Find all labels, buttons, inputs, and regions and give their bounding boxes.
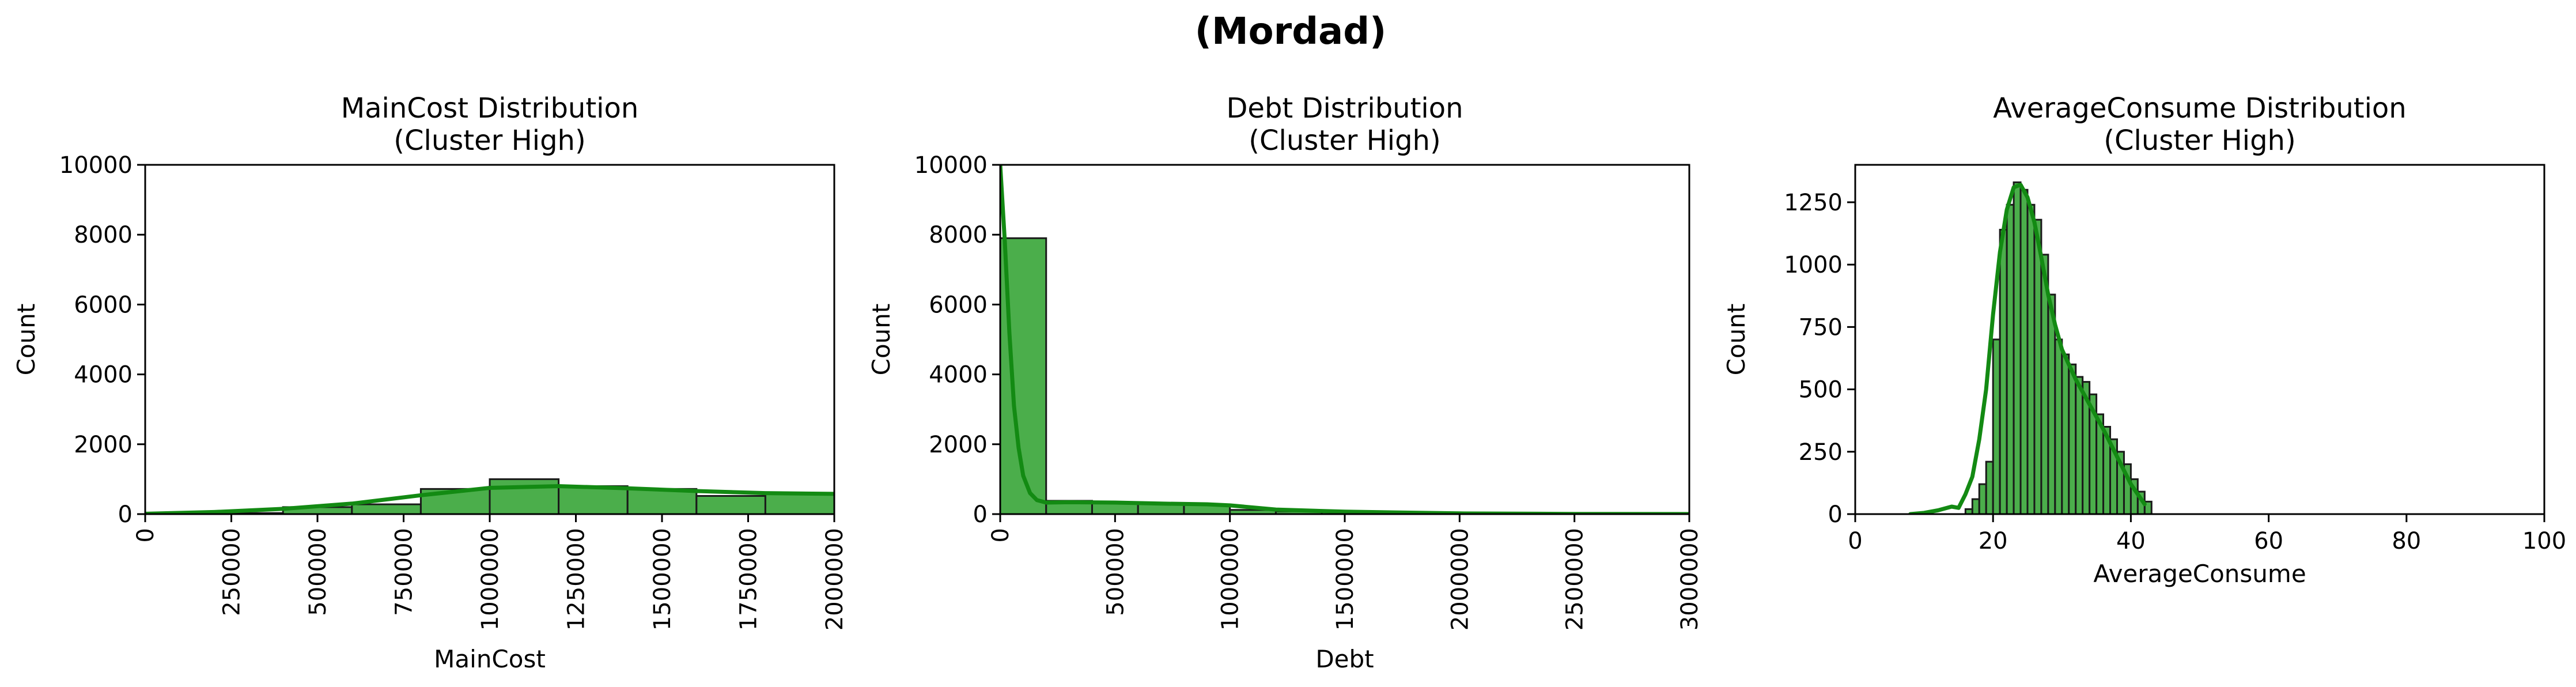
subplot-1: 0 250000 500000 750000 1000000 1250000 1500000… bbox=[12, 92, 848, 673]
x-axis-label: Debt bbox=[1315, 645, 1374, 673]
y-tick-label: 1000 bbox=[1784, 252, 1843, 278]
x-tick-label: 2500000 bbox=[1562, 528, 1588, 631]
histogram-bar bbox=[1999, 229, 2008, 514]
y-tick-label: 0 bbox=[1828, 501, 1843, 528]
kde-line bbox=[1908, 183, 2147, 514]
histogram-bar bbox=[2026, 203, 2036, 514]
x-tick-label: 60 bbox=[2254, 528, 2283, 554]
subplot-3: 0 20 40 60 80 100025050075010001250AverageCon… bbox=[1722, 92, 2566, 588]
histogram-bar bbox=[1971, 498, 1980, 514]
histogram-bar bbox=[626, 488, 698, 514]
subplots: 0 250000 500000 750000 1000000 1250000 1500000… bbox=[12, 92, 2566, 673]
histogram-bar bbox=[1978, 483, 1987, 514]
subplot-title-line: MainCost Distribution bbox=[341, 92, 639, 124]
x-tick-label: 500000 bbox=[305, 528, 331, 616]
y-tick-label: 0 bbox=[118, 501, 133, 528]
x-axis-label: MainCost bbox=[434, 645, 546, 673]
histogram-bar bbox=[2019, 188, 2029, 514]
subplot-2: 0 500000 1000000 1500000 2000000 2500000 30000… bbox=[867, 92, 1703, 673]
x-tick-label: 1250000 bbox=[563, 528, 590, 631]
subplot-title-line: AverageConsume Distribution bbox=[1993, 92, 2406, 124]
y-tick-label: 10000 bbox=[59, 152, 133, 179]
y-tick-label: 2000 bbox=[929, 432, 988, 458]
y-tick-label: 500 bbox=[1799, 377, 1843, 403]
subplot-title-line: (Cluster High) bbox=[1249, 124, 1440, 157]
x-axis-label: AverageConsume bbox=[2093, 560, 2306, 588]
histogram-bar bbox=[1992, 338, 2001, 514]
y-tick-label: 8000 bbox=[929, 222, 988, 248]
y-tick-label: 4000 bbox=[929, 362, 988, 388]
plot-area bbox=[1908, 181, 2153, 514]
x-tick-label: 2000000 bbox=[1447, 528, 1473, 631]
x-tick-label: 250000 bbox=[219, 528, 245, 616]
y-tick-label: 10000 bbox=[914, 152, 988, 179]
x-tick-label: 100 bbox=[2522, 528, 2566, 554]
y-tick-label: 8000 bbox=[74, 222, 133, 248]
histogram-bar bbox=[2068, 363, 2077, 514]
histogram-bar bbox=[695, 495, 766, 514]
x-tick-label: 500000 bbox=[1102, 528, 1129, 616]
subplot-title: MainCost Distribution (Cluster High) bbox=[341, 92, 639, 157]
y-tick-label: 250 bbox=[1799, 439, 1843, 466]
plot-area bbox=[145, 478, 834, 514]
y-tick-label: 6000 bbox=[74, 292, 133, 318]
y-axis-label: Count bbox=[1722, 304, 1750, 376]
y-tick-label: 4000 bbox=[74, 362, 133, 388]
histogram-bar bbox=[2006, 203, 2015, 514]
x-tick-label: 1500000 bbox=[1332, 528, 1359, 631]
subplot-title-line: (Cluster High) bbox=[2104, 124, 2295, 157]
subplot-title: Debt Distribution (Cluster High) bbox=[1226, 92, 1463, 157]
x-tick-label: 80 bbox=[2392, 528, 2421, 554]
x-tick-label: 750000 bbox=[391, 528, 418, 616]
y-axis-label: Count bbox=[12, 304, 40, 376]
histogram-bar bbox=[351, 503, 422, 514]
figure-suptitle: (Mordad) bbox=[1195, 10, 1387, 53]
x-tick-label: 1750000 bbox=[736, 528, 762, 631]
x-tick-label: 3000000 bbox=[1677, 528, 1703, 631]
subplot-title-line: (Cluster High) bbox=[394, 124, 585, 157]
histogram-bar bbox=[764, 493, 834, 514]
subplot-title: AverageConsume Distribution (Cluster High… bbox=[1993, 92, 2406, 157]
kde-line bbox=[1000, 165, 1689, 514]
histogram-bar bbox=[1985, 460, 1994, 514]
x-tick-label: 0 bbox=[1848, 528, 1862, 554]
y-tick-label: 750 bbox=[1799, 314, 1843, 341]
y-tick-label: 2000 bbox=[74, 432, 133, 458]
x-tick-label: 1500000 bbox=[649, 528, 676, 631]
histogram-bar bbox=[558, 485, 629, 514]
x-tick-label: 20 bbox=[1979, 528, 2008, 554]
axes-frame bbox=[1854, 164, 2545, 515]
histogram-bar bbox=[2075, 376, 2084, 514]
x-tick-label: 1000000 bbox=[477, 528, 504, 631]
histogram-bar bbox=[2061, 353, 2070, 514]
subplot-title-line: Debt Distribution bbox=[1226, 92, 1463, 124]
kde-line bbox=[145, 484, 834, 514]
x-tick-label: 2000000 bbox=[822, 528, 848, 631]
x-tick-label: 1000000 bbox=[1217, 528, 1244, 631]
y-tick-label: 0 bbox=[973, 501, 988, 528]
plot-area bbox=[1000, 165, 1689, 514]
x-tick-label: 0 bbox=[133, 528, 159, 542]
x-tick-label: 0 bbox=[988, 528, 1014, 542]
y-tick-label: 1250 bbox=[1784, 190, 1843, 216]
histogram-bar bbox=[2033, 218, 2042, 514]
y-tick-label: 6000 bbox=[929, 292, 988, 318]
histogram-bar bbox=[2054, 338, 2063, 514]
histogram-bar bbox=[2013, 181, 2022, 514]
y-axis-label: Count bbox=[867, 304, 895, 376]
x-tick-label: 40 bbox=[2116, 528, 2146, 554]
